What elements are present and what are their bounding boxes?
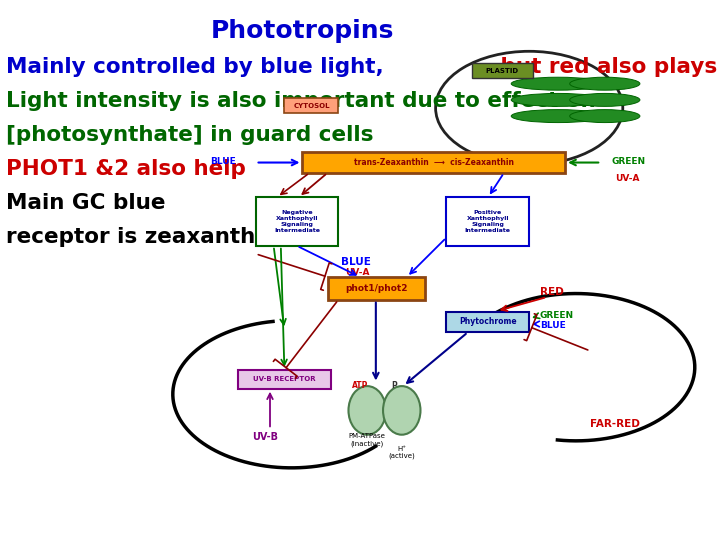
Text: UV-A: UV-A [346, 268, 370, 277]
Text: Negative
Xanthophyll
Signaling
Intermediate: Negative Xanthophyll Signaling Intermedi… [274, 210, 320, 233]
Text: H⁺
(active): H⁺ (active) [388, 446, 415, 459]
Text: UV-B RECEPTOR: UV-B RECEPTOR [253, 376, 315, 382]
Bar [472, 63, 533, 78]
Text: PM-ATPase
(inactive): PM-ATPase (inactive) [348, 433, 386, 447]
Text: UV-A: UV-A [616, 174, 640, 183]
Ellipse shape [436, 51, 623, 165]
Ellipse shape [570, 77, 640, 90]
Text: receptor is zeaxanthin!: receptor is zeaxanthin! [6, 227, 287, 247]
Text: RED: RED [540, 287, 564, 296]
Text: FAR-RED: FAR-RED [590, 419, 640, 429]
Ellipse shape [511, 77, 605, 90]
Text: PLASTID: PLASTID [485, 68, 519, 74]
Text: UV-B: UV-B [252, 433, 278, 442]
Text: phot1/phot2: phot1/phot2 [345, 284, 408, 293]
Text: GREEN: GREEN [612, 157, 646, 166]
Text: Light intensity is also important due to effect on: Light intensity is also important due to… [6, 91, 595, 111]
Text: BLUE: BLUE [540, 321, 566, 330]
Text: GREEN: GREEN [540, 312, 574, 320]
Text: trans-Zeaxanthin  ⟶  cis-Zeaxanthin: trans-Zeaxanthin ⟶ cis-Zeaxanthin [354, 158, 514, 167]
Text: Positive
Xanthophyll
Signaling
Intermediate: Positive Xanthophyll Signaling Intermedi… [465, 210, 510, 233]
Bar [284, 98, 338, 113]
Text: Phytochrome: Phytochrome [459, 318, 517, 326]
Bar [238, 370, 331, 389]
Text: Main GC blue: Main GC blue [6, 193, 166, 213]
Text: Mainly controlled by blue light,: Mainly controlled by blue light, [6, 57, 384, 77]
Text: P: P [392, 381, 397, 389]
Ellipse shape [348, 386, 386, 435]
Text: but red also plays role: but red also plays role [493, 57, 720, 77]
Bar [446, 312, 529, 332]
Text: ATP: ATP [352, 381, 368, 389]
Text: Phototropins: Phototropins [211, 19, 394, 43]
Bar [328, 277, 425, 300]
Bar [256, 197, 338, 246]
Text: BLUE: BLUE [341, 257, 372, 267]
Ellipse shape [511, 110, 605, 123]
Text: [photosynthate] in guard cells: [photosynthate] in guard cells [6, 125, 373, 145]
Text: BLUE: BLUE [210, 157, 236, 166]
Bar [302, 152, 565, 173]
Text: CYTOSOL: CYTOSOL [293, 103, 330, 109]
Ellipse shape [383, 386, 420, 435]
Bar [446, 197, 529, 246]
Ellipse shape [570, 93, 640, 106]
Ellipse shape [570, 110, 640, 123]
Text: PHOT1 &2 also help: PHOT1 &2 also help [6, 159, 246, 179]
Ellipse shape [511, 93, 605, 106]
